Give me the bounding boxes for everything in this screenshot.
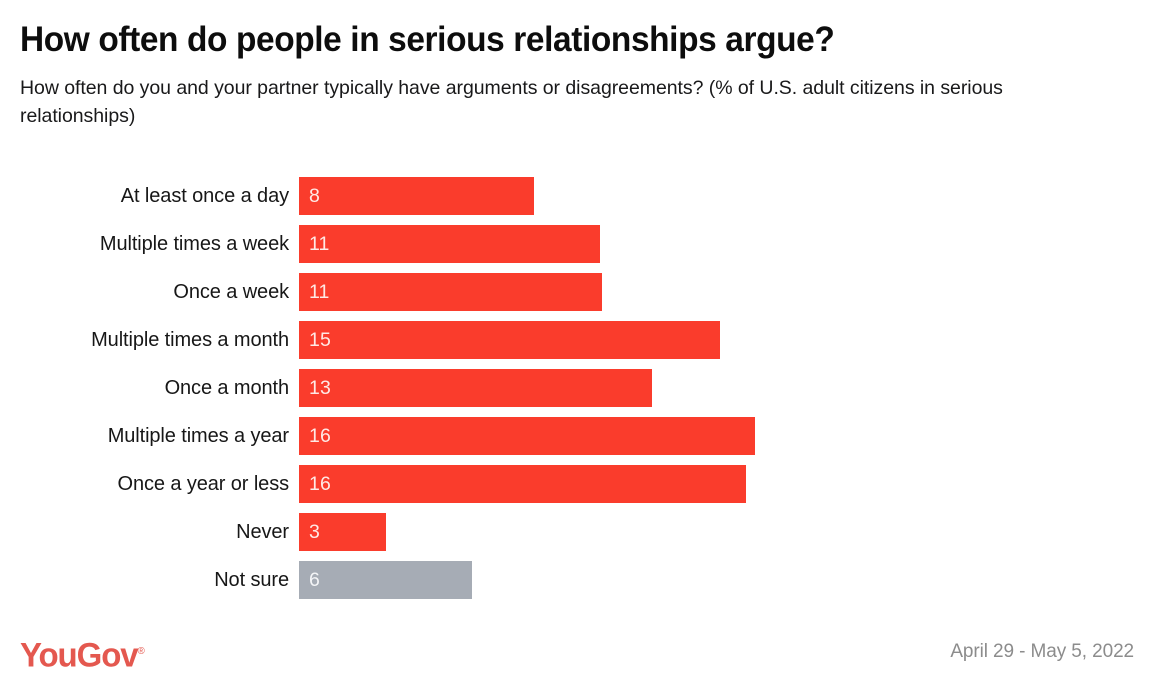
bar[interactable]: 16 bbox=[299, 417, 755, 455]
bar[interactable]: 15 bbox=[299, 321, 720, 359]
bar-row: Multiple times a month 15 bbox=[0, 321, 1154, 359]
bar-category-label: At least once a day bbox=[120, 185, 289, 207]
bar[interactable]: 11 bbox=[299, 273, 602, 311]
bar-value-label: 16 bbox=[309, 473, 331, 495]
yougov-logo: YouGov® bbox=[20, 632, 145, 675]
bar[interactable]: 11 bbox=[299, 225, 600, 263]
survey-date-range: April 29 - May 5, 2022 bbox=[950, 641, 1134, 662]
bar-value-label: 15 bbox=[309, 329, 331, 351]
bar[interactable]: 13 bbox=[299, 369, 652, 407]
bar-category-label: Once a week bbox=[173, 281, 289, 303]
bar-row: Never 3 bbox=[0, 513, 1154, 551]
bar-value-label: 6 bbox=[309, 569, 320, 591]
bar-chart-plot-area: At least once a day 8 Multiple times a wee… bbox=[0, 177, 1154, 599]
bar-value-label: 8 bbox=[309, 185, 320, 207]
bar-value-label: 13 bbox=[309, 377, 331, 399]
bar-row: Multiple times a year 16 bbox=[0, 417, 1154, 455]
bar-category-label: Once a year or less bbox=[117, 473, 289, 495]
bar-row: Once a month 13 bbox=[0, 369, 1154, 407]
bar-track: 8 bbox=[299, 177, 534, 215]
bar-value-label: 11 bbox=[309, 233, 330, 255]
bar-category-label: Multiple times a week bbox=[99, 233, 289, 255]
bar-track: 16 bbox=[299, 465, 746, 503]
bar-category-label: Multiple times a month bbox=[91, 329, 289, 351]
chart-header: How often do people in serious relations… bbox=[20, 18, 1134, 130]
bar[interactable]: 6 bbox=[299, 561, 472, 599]
bar-row: At least once a day 8 bbox=[0, 177, 1154, 215]
bar-row: Once a year or less 16 bbox=[0, 465, 1154, 503]
bar[interactable]: 3 bbox=[299, 513, 386, 551]
bar-track: 11 bbox=[299, 225, 600, 263]
bar-track: 11 bbox=[299, 273, 602, 311]
bar-track: 3 bbox=[299, 513, 386, 551]
bar-value-label: 11 bbox=[309, 281, 330, 303]
bar-category-label: Never bbox=[236, 521, 289, 543]
bar-row: Not sure 6 bbox=[0, 561, 1154, 599]
bar-track: 6 bbox=[299, 561, 472, 599]
registered-trademark-icon: ® bbox=[137, 646, 145, 657]
page-title: How often do people in serious relations… bbox=[20, 20, 835, 59]
bar[interactable]: 8 bbox=[299, 177, 534, 215]
bar-track: 15 bbox=[299, 321, 720, 359]
bar-row: Multiple times a week 11 bbox=[0, 225, 1154, 263]
bar-track: 16 bbox=[299, 417, 755, 455]
chart-subtitle: How often do you and your partner typica… bbox=[20, 77, 1003, 127]
bar-value-label: 3 bbox=[309, 521, 320, 543]
bar-value-label: 16 bbox=[309, 425, 331, 447]
yougov-logo-text: YouGov bbox=[20, 636, 139, 675]
chart-footer: YouGov® April 29 - May 5, 2022 bbox=[0, 628, 1154, 696]
bar-category-label: Multiple times a year bbox=[107, 425, 289, 447]
bar-row: Once a week 11 bbox=[0, 273, 1154, 311]
bar-track: 13 bbox=[299, 369, 652, 407]
bar-category-label: Once a month bbox=[164, 377, 290, 399]
bar-category-label: Not sure bbox=[214, 569, 289, 591]
bar[interactable]: 16 bbox=[299, 465, 746, 503]
